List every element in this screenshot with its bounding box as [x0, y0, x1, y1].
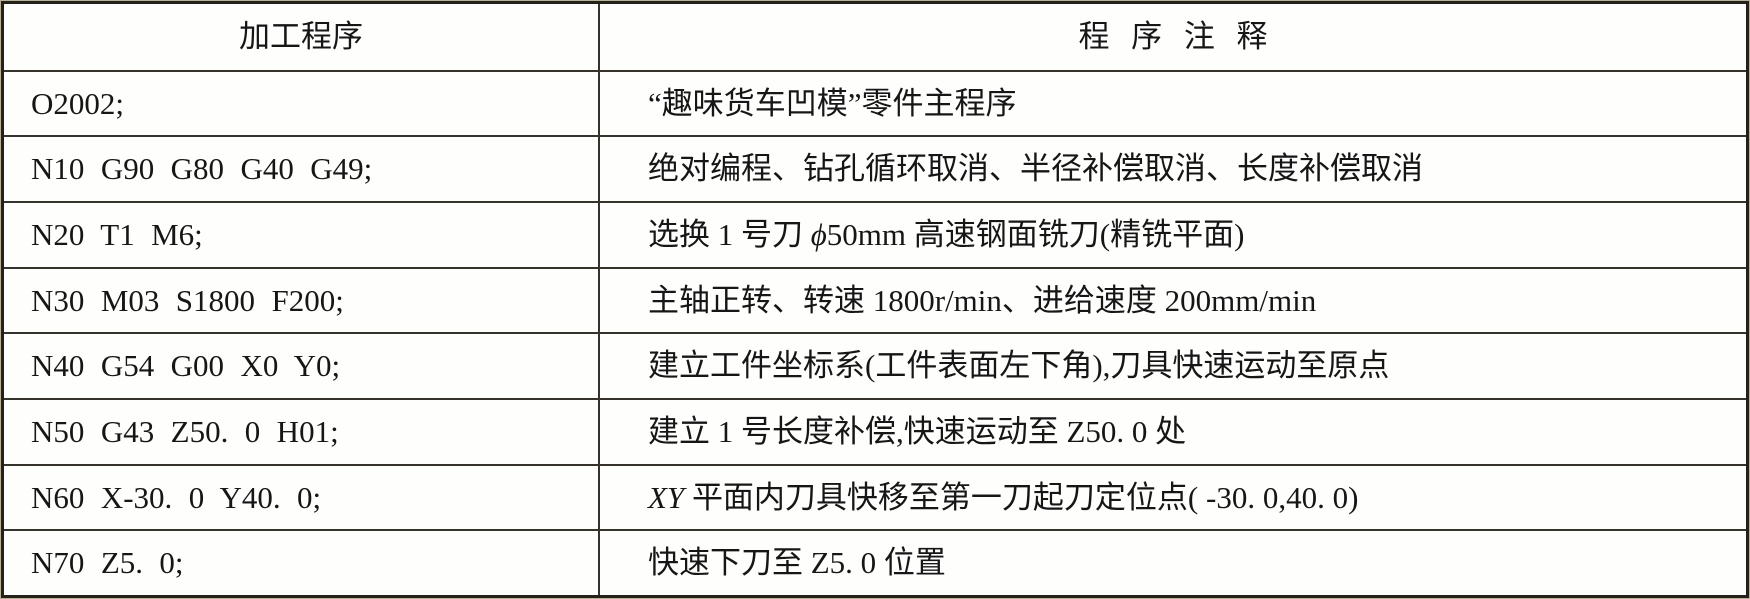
program-cell: N10 G90 G80 G40 G49;: [4, 135, 598, 201]
comment-cell: “趣味货车凹模”零件主程序: [598, 69, 1746, 136]
program-cell: N60 X-30. 0 Y40. 0;: [4, 463, 598, 530]
comment-cell: XY 平面内刀具快移至第一刀起刀定位点( -30. 0,40. 0): [598, 463, 1746, 530]
comment-header-label: 程 序 注 释: [1078, 19, 1268, 54]
program-text: O2002;: [31, 85, 124, 121]
program-cell: O2002;: [4, 69, 598, 136]
comment-italic-segment: XY: [648, 479, 685, 515]
comment-segment: 主轴正转、转速 1800r/min、进给速度 200mm/min: [648, 282, 1317, 318]
program-text: N10 G90 G80 G40 G49;: [31, 151, 373, 187]
comment-text: 绝对编程、钻孔循环取消、半径补偿取消、长度补偿取消: [648, 151, 1423, 187]
program-header-label: 加工程序: [239, 19, 363, 54]
comment-segment: “趣味货车凹模”零件主程序: [648, 85, 1017, 121]
program-text: N20 T1 M6;: [31, 217, 203, 252]
comment-cell: 选换 1 号刀 ϕ50mm 高速钢面铣刀(精铣平面): [598, 200, 1746, 267]
comment-segment: 平面内刀具快移至第一刀起刀定位点( -30. 0,40. 0): [684, 479, 1359, 515]
comment-segment: 快速下刀至 Z5. 0 位置: [648, 545, 946, 581]
comment-text: 主轴正转、转速 1800r/min、进给速度 200mm/min: [648, 283, 1316, 319]
program-text: N30 M03 S1800 F200;: [31, 282, 344, 318]
comment-cell: 绝对编程、钻孔循环取消、半径补偿取消、长度补偿取消: [598, 135, 1746, 201]
comment-text: 建立工件坐标系(工件表面左下角),刀具快速运动至原点: [648, 348, 1389, 384]
program-text: N60 X-30. 0 Y40. 0;: [31, 479, 322, 515]
program-cell: N40 G54 G00 X0 Y0;: [4, 332, 598, 398]
program-column-header: 加工程序: [4, 4, 598, 70]
comment-text: 建立 1 号长度补偿,快速运动至 Z50. 0 处: [648, 414, 1186, 450]
program-text: N70 Z5. 0;: [31, 545, 184, 581]
comment-cell: 建立 1 号长度补偿,快速运动至 Z50. 0 处: [598, 397, 1746, 464]
comment-cell: 主轴正转、转速 1800r/min、进给速度 200mm/min: [598, 266, 1746, 333]
comment-segment: 建立工件坐标系(工件表面左下角),刀具快速运动至原点: [648, 348, 1390, 384]
program-cell: N70 Z5. 0;: [4, 529, 598, 595]
comment-cell: 建立工件坐标系(工件表面左下角),刀具快速运动至原点: [598, 332, 1746, 398]
comment-text: 快速下刀至 Z5. 0 位置: [648, 545, 946, 581]
program-cell: N30 M03 S1800 F200;: [4, 266, 598, 333]
comment-column-header: 程 序 注 释: [598, 4, 1746, 70]
program-text: N50 G43 Z50. 0 H01;: [31, 414, 339, 449]
comment-italic-segment: ϕ: [810, 217, 827, 252]
comment-text: XY 平面内刀具快移至第一刀起刀定位点( -30. 0,40. 0): [648, 480, 1358, 516]
comment-text: “趣味货车凹模”零件主程序: [648, 86, 1017, 122]
program-cell: N50 G43 Z50. 0 H01;: [4, 397, 598, 464]
program-text: N40 G54 G00 X0 Y0;: [31, 348, 341, 384]
comment-segment: 选换 1 号刀: [648, 217, 811, 252]
comment-segment: 建立 1 号长度补偿,快速运动至 Z50. 0 处: [648, 414, 1187, 449]
comment-segment: 50mm 高速钢面铣刀(精铣平面): [826, 217, 1245, 252]
program-cell: N20 T1 M6;: [4, 200, 598, 267]
comment-cell: 快速下刀至 Z5. 0 位置: [598, 529, 1746, 595]
comment-segment: 绝对编程、钻孔循环取消、半径补偿取消、长度补偿取消: [648, 151, 1423, 187]
comment-text: 选换 1 号刀 ϕ50mm 高速钢面铣刀(精铣平面): [648, 217, 1244, 253]
